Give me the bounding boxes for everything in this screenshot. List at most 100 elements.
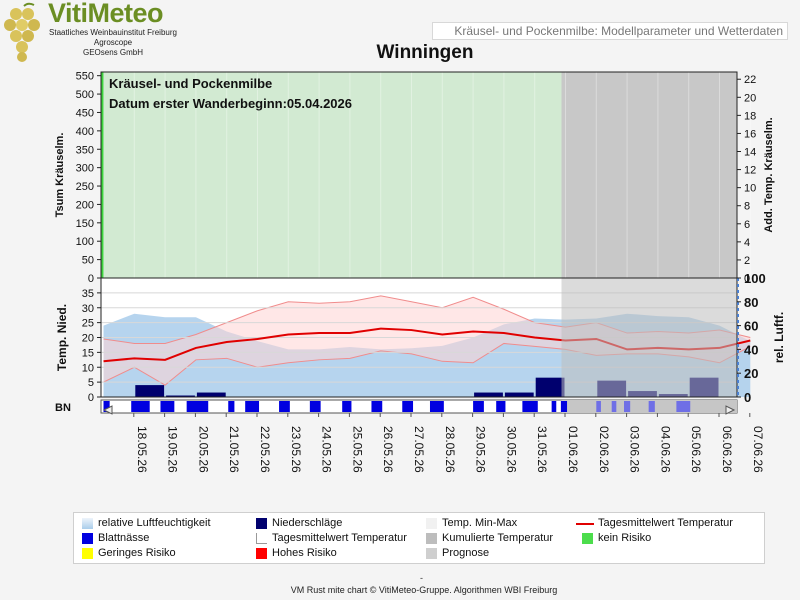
top-left-tick-label: 400 — [76, 126, 94, 138]
legend-label: Niederschläge — [272, 517, 343, 529]
legend-label: kein Risiko — [598, 532, 652, 544]
scroll-right-arrow — [725, 405, 736, 415]
legend-label: Prognose — [442, 547, 490, 559]
leaf-wetness-segment — [473, 401, 484, 412]
bottom-left-tick-label: 25 — [82, 318, 94, 330]
bottom-right-tick-label: 0 — [744, 390, 751, 405]
top-prognosis-area — [561, 72, 737, 278]
top-left-tick-label: 450 — [76, 107, 94, 119]
top-right-tick-label: 0 — [744, 273, 750, 285]
precipitation-bar — [535, 377, 565, 397]
leaf-wetness-segment — [624, 401, 631, 412]
top-right-tick-label: 16 — [744, 128, 756, 140]
top-right-tick-label: 20 — [744, 92, 756, 104]
station-name: Winningen — [376, 42, 474, 63]
bottom-prognosis-area — [561, 278, 737, 397]
date-tick-label: 23.05.26 — [289, 426, 303, 473]
leaf-wetness-segment — [522, 401, 538, 412]
date-tick-label: 06.06.26 — [720, 426, 734, 473]
top-left-tick-label: 550 — [76, 71, 94, 83]
top-right-tick-label: 18 — [744, 110, 756, 122]
brand-name: VitiMeteo — [48, 0, 164, 28]
date-tick-label: 21.05.26 — [227, 426, 241, 473]
leaf-wetness-segment — [228, 401, 235, 412]
grape-icon — [4, 2, 40, 62]
precipitation-bar — [196, 392, 226, 397]
leaf-wetness-segment — [245, 401, 260, 412]
top-left-tick-label: 300 — [76, 163, 94, 175]
partner-geosens: GEOsens GmbH — [82, 48, 143, 57]
date-tick-label: 07.06.26 — [751, 426, 765, 473]
date-tick-label: 28.05.26 — [443, 426, 457, 473]
date-tick-label: 03.06.26 — [628, 426, 642, 473]
legend: relative Luftfeuchtigkeit Niederschläge Te… — [73, 512, 765, 564]
top-no-risk-area — [101, 72, 562, 278]
leaf-wetness-segment — [560, 401, 568, 412]
leaf-wetness-segment — [676, 401, 691, 412]
top-right-tick-label: 12 — [744, 165, 756, 177]
legend-swatch — [82, 548, 93, 559]
top-right-tick-label: 8 — [744, 201, 750, 213]
precipitation-bar — [474, 392, 503, 397]
date-tick-label: 18.05.26 — [135, 426, 149, 473]
date-tick-label: 26.05.26 — [381, 426, 395, 473]
precipitation-bar — [135, 385, 165, 397]
date-tick-label: 02.06.26 — [597, 426, 611, 473]
top-right-tick-label: 2 — [744, 255, 750, 267]
date-tick-label: 29.05.26 — [474, 426, 488, 473]
leaf-wetness-segment — [648, 401, 655, 412]
legend-swatch — [256, 518, 267, 529]
date-tick-label: 22.05.26 — [258, 426, 272, 473]
legend-label: Tagesmittelwert Temperatur — [598, 517, 733, 529]
bottom-right-tick-label: 80 — [744, 295, 758, 310]
top-left-tick-label: 0 — [88, 273, 94, 285]
bottom-right-tick-label: 60 — [744, 319, 758, 334]
precipitation-bar — [166, 395, 195, 397]
top-right-tick-label: 14 — [744, 147, 756, 159]
leaf-wetness-segment — [611, 401, 617, 412]
top-left-tick-label: 500 — [76, 89, 94, 101]
date-tick-label: 01.06.26 — [566, 426, 580, 473]
top-left-tick-label: 50 — [82, 255, 94, 267]
scroll-left-arrow — [102, 405, 113, 415]
leaf-wetness-segment — [186, 401, 209, 412]
legend-swatch — [582, 533, 593, 544]
chart-area: 0501001502002503003504004505005500246810… — [54, 71, 786, 473]
bottom-left-tick-label: 20 — [82, 333, 94, 345]
bottom-right-tick-label: 100 — [744, 271, 766, 286]
date-tick-label: 20.05.26 — [196, 426, 210, 473]
leaf-wetness-segment — [371, 401, 383, 412]
legend-label: Temp. Min-Max — [442, 517, 518, 529]
legend-label: Blattnässe — [98, 532, 150, 544]
top-right-tick-label: 6 — [744, 219, 750, 231]
leaf-wetness-segment — [131, 401, 150, 412]
chart-title: Kräusel- und Pockenmilbe: Modellparamete… — [432, 22, 788, 40]
legend-swatch — [426, 533, 437, 544]
leaf-wetness-segment — [402, 401, 414, 412]
date-tick-label: 30.05.26 — [504, 426, 518, 473]
legend-swatch — [576, 523, 594, 525]
date-tick-label: 25.05.26 — [350, 426, 364, 473]
date-tick-label: 04.06.26 — [658, 426, 672, 473]
top-left-axis-label: Tsum Kräuselm. — [54, 133, 66, 218]
legend-label: Kumulierte Temperatur — [442, 532, 554, 544]
bottom-left-tick-label: 15 — [82, 347, 94, 359]
top-left-tick-label: 150 — [76, 218, 94, 230]
bottom-left-tick-label: 5 — [88, 377, 94, 389]
legend-swatch — [426, 518, 437, 529]
top-left-tick-label: 100 — [76, 236, 94, 248]
leaf-wetness-segment — [279, 401, 290, 412]
top-right-axis-label: Add. Temp. Kräuselm. — [763, 117, 775, 232]
top-right-tick-label: 4 — [744, 237, 750, 249]
top-right-tick-label: 22 — [744, 74, 756, 86]
logo: VitiMeteo Staatliches Weinbauinstitut Fr… — [4, 0, 194, 62]
bn-label: BN — [55, 402, 71, 414]
leaf-wetness-segment — [309, 401, 321, 412]
bottom-right-axis-label: rel. Luftf. — [772, 312, 786, 363]
date-tick-label: 24.05.26 — [320, 426, 334, 473]
date-tick-label: 19.05.26 — [166, 426, 180, 473]
top-left-tick-label: 350 — [76, 144, 94, 156]
date-tick-label: 31.05.26 — [535, 426, 549, 473]
legend-label: Tagesmittelwert Temperatur — [272, 532, 407, 544]
bottom-left-tick-label: 35 — [82, 288, 94, 300]
